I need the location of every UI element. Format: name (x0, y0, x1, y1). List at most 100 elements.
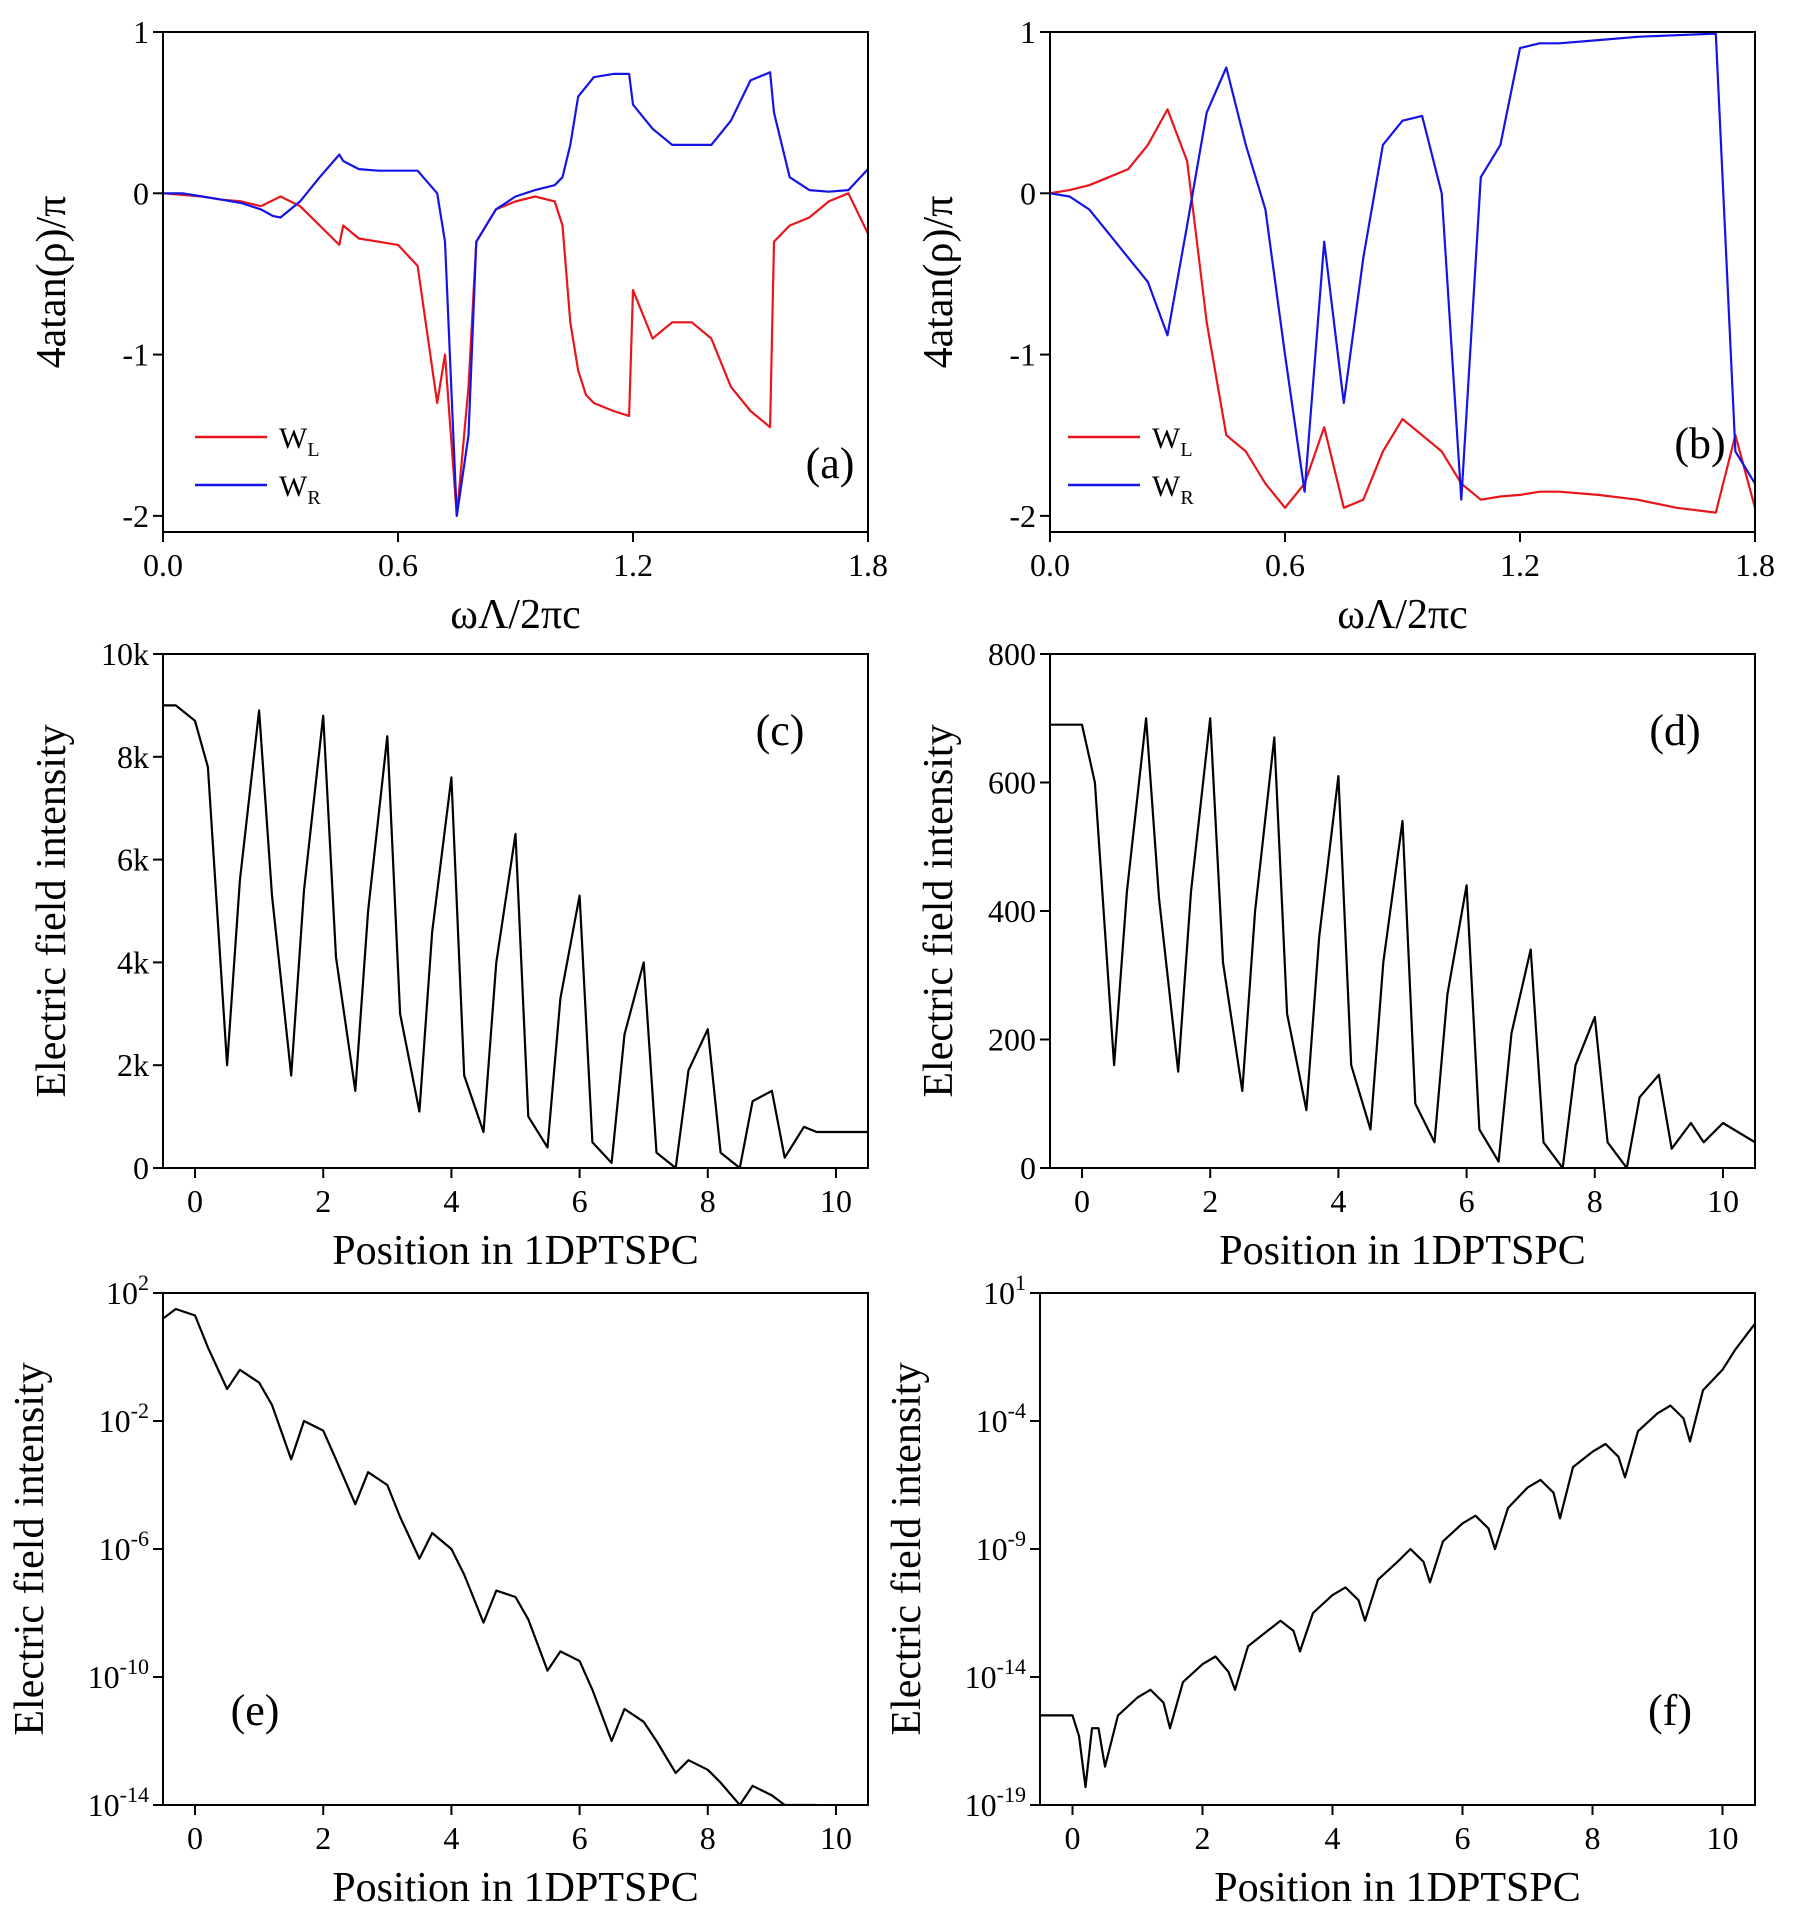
y-tick-label: 101 (983, 1270, 1026, 1311)
panel-label: (a) (806, 439, 855, 488)
y-axis-title: Electric field intensity (916, 724, 962, 1097)
tick-exponent: -6 (131, 1526, 149, 1551)
x-tick-label: 6 (1459, 1183, 1475, 1219)
plot-area (1050, 717, 1755, 1168)
x-tick-label: 10 (820, 1820, 852, 1856)
series-line-w-l (163, 192, 868, 517)
tick-exponent: -2 (131, 1398, 149, 1423)
x-tick-label: 8 (700, 1183, 716, 1219)
legend: WL WR (195, 422, 321, 509)
y-tick-label: 0 (1020, 175, 1036, 211)
x-tick-label: 0.6 (1265, 547, 1305, 583)
legend-label: WR (1152, 470, 1194, 509)
y-tick-label: 10-19 (965, 1782, 1026, 1823)
plot-area (163, 1307, 817, 1805)
panel-label: (c) (756, 706, 805, 755)
x-tick-label: 8 (1585, 1820, 1601, 1856)
panel-d: 0 2 4 6 8 10 0 200 400 600 800 Position in 1DPTSPC E… (916, 636, 1756, 1274)
tick-exponent: -9 (1008, 1526, 1026, 1551)
y-tick-label: 10-14 (88, 1782, 149, 1823)
y-tick-label: -2 (1009, 498, 1036, 534)
tick-base: 10 (88, 1787, 120, 1823)
x-tick-label: 1.8 (848, 547, 888, 583)
y-tick-label: 1 (1020, 14, 1036, 50)
x-tick-label: 1.2 (613, 547, 653, 583)
series-line--e-2 (1050, 717, 1755, 1168)
y-tick-label: 600 (988, 765, 1036, 801)
x-tick-label: 6 (1455, 1820, 1471, 1856)
legend-label-base: W (1152, 470, 1181, 503)
x-tick-label: 0.0 (143, 547, 183, 583)
x-tick-label: 0.0 (1030, 547, 1070, 583)
y-axis-title: Electric field intensity (29, 724, 75, 1097)
plot-frame (162, 653, 869, 1169)
x-axis-title: Position in 1DPTSPC (332, 1228, 698, 1274)
tick-base: 10 (99, 1531, 131, 1567)
x-tick-label: 1.2 (1500, 547, 1540, 583)
y-axis-title: 4atan(ρ)/π (29, 196, 75, 369)
y-tick-label: 8k (117, 739, 149, 775)
x-tick-label: 6 (572, 1820, 588, 1856)
y-axis-title: Electric field intensity (7, 1362, 53, 1735)
y-tick-label: 10-6 (99, 1526, 149, 1567)
y-tick-label: 10-2 (99, 1398, 149, 1439)
x-tick-label: 2 (1202, 1183, 1218, 1219)
tick-exponent: -19 (997, 1782, 1026, 1807)
x-tick-label: 4 (1330, 1183, 1346, 1219)
tick-base: 10 (976, 1531, 1008, 1567)
legend-label-base: W (279, 470, 308, 503)
tick-exponent: -14 (997, 1654, 1026, 1679)
x-axis-title: ωΛ/2πc (1337, 592, 1468, 638)
x-axis-title: ωΛ/2πc (450, 592, 581, 638)
series-line-w-r (1050, 32, 1755, 501)
series-line--e-2 (163, 704, 868, 1168)
x-tick-label: 6 (572, 1183, 588, 1219)
x-tick-label: 0 (187, 1183, 203, 1219)
x-axis-title: Position in 1DPTSPC (1214, 1865, 1580, 1911)
y-tick-label: 4k (117, 944, 149, 980)
y-tick-label: 10-14 (965, 1654, 1026, 1695)
x-tick-label: 4 (443, 1820, 459, 1856)
tick-exponent: -10 (120, 1654, 149, 1679)
x-tick-label: 8 (1587, 1183, 1603, 1219)
panel-label: (d) (1649, 706, 1700, 755)
x-tick-label: 0 (187, 1820, 203, 1856)
x-tick-label: 4 (443, 1183, 459, 1219)
x-tick-label: 2 (315, 1183, 331, 1219)
panel-a: 0.0 0.6 1.2 1.8-2-101ωΛ/2πc4atan(ρ)/π(a)WLW… (29, 14, 888, 638)
x-tick-label: 1.8 (1735, 547, 1775, 583)
y-tick-label: 0 (1020, 1150, 1036, 1186)
x-axis-title: Position in 1DPTSPC (332, 1865, 698, 1911)
tick-exponent: -14 (120, 1782, 149, 1807)
y-tick-label: 102 (106, 1270, 149, 1311)
y-axis-title: Electric field intensity (884, 1362, 930, 1735)
legend-label-sub: R (307, 487, 321, 509)
x-tick-label: 10 (820, 1183, 852, 1219)
y-tick-label: 10-9 (976, 1526, 1026, 1567)
y-tick-label: 800 (988, 636, 1036, 672)
x-axis-title: Position in 1DPTSPC (1219, 1228, 1585, 1274)
y-axis-title: 4atan(ρ)/π (916, 196, 962, 369)
panel-b: 0.0 0.6 1.2 1.8-2-101ωΛ/2πc4atan(ρ)/π(b)WLW… (916, 14, 1775, 638)
legend-label-sub: L (1180, 439, 1192, 461)
y-tick-label: 400 (988, 893, 1036, 929)
legend-label: WL (1152, 422, 1193, 461)
legend-label-sub: L (307, 439, 319, 461)
y-tick-label: -2 (122, 498, 149, 534)
x-tick-label: 0 (1065, 1820, 1081, 1856)
legend-label-base: W (1152, 422, 1181, 455)
legend-label: WR (279, 470, 321, 509)
series-line--e-2-log10- (163, 1307, 817, 1805)
y-tick-label: 10-4 (976, 1398, 1026, 1439)
tick-base: 10 (965, 1659, 997, 1695)
plot-area (1050, 32, 1755, 514)
y-tick-label: 0 (133, 175, 149, 211)
tick-exponent: 1 (1015, 1270, 1026, 1295)
tick-base: 10 (106, 1275, 138, 1311)
plot-frame (1049, 31, 1756, 533)
legend-label-sub: R (1180, 487, 1194, 509)
series-line-w-l (1050, 108, 1755, 514)
x-tick-label: 4 (1325, 1820, 1341, 1856)
